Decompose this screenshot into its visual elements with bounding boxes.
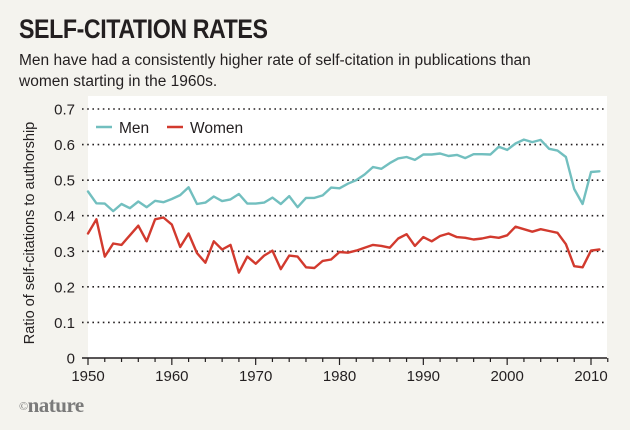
x-tick-label: 2000 xyxy=(490,368,523,385)
x-tick-label: 1980 xyxy=(323,368,356,385)
copyright-symbol: © xyxy=(19,399,28,413)
legend: Men Women xyxy=(96,120,243,137)
brand-name: nature xyxy=(27,393,85,417)
legend-label-women: Women xyxy=(190,120,243,137)
x-tick-label: 1960 xyxy=(155,368,188,385)
y-axis-title: Ratio of self-citations to authorship xyxy=(22,122,38,344)
x-tick-label: 1950 xyxy=(71,368,104,385)
series-lines xyxy=(86,138,601,274)
x-tick-label: 1970 xyxy=(239,368,272,385)
nature-logo: ©nature xyxy=(19,393,84,418)
y-axis-tick-labels: 0 0.1 0.2 0.3 0.4 0.5 0.6 0.7 xyxy=(54,102,75,368)
chart-subtitle: Men have had a consistently higher rate … xyxy=(19,52,531,90)
y-tick-label: 0.6 xyxy=(54,137,75,154)
series-line-men xyxy=(86,138,601,213)
y-tick-label: 0.4 xyxy=(54,208,75,225)
y-tick-label: 0 xyxy=(67,351,75,368)
x-tick-label: 2010 xyxy=(574,368,607,385)
series-line-women xyxy=(86,216,601,274)
x-axis-tick-labels: 1950 1960 1970 1980 1990 2000 2010 xyxy=(71,368,607,385)
x-axis xyxy=(82,357,609,365)
x-tick-label: 1990 xyxy=(407,368,440,385)
y-tick-label: 0.1 xyxy=(54,315,75,332)
y-tick-label: 0.2 xyxy=(54,279,75,296)
plot-background xyxy=(88,96,607,358)
y-tick-label: 0.3 xyxy=(54,244,75,261)
legend-label-men: Men xyxy=(119,120,149,137)
chart-title: SELF-CITATION RATES xyxy=(19,14,268,44)
y-tick-label: 0.5 xyxy=(54,173,75,190)
y-tick-label: 0.7 xyxy=(54,102,75,119)
